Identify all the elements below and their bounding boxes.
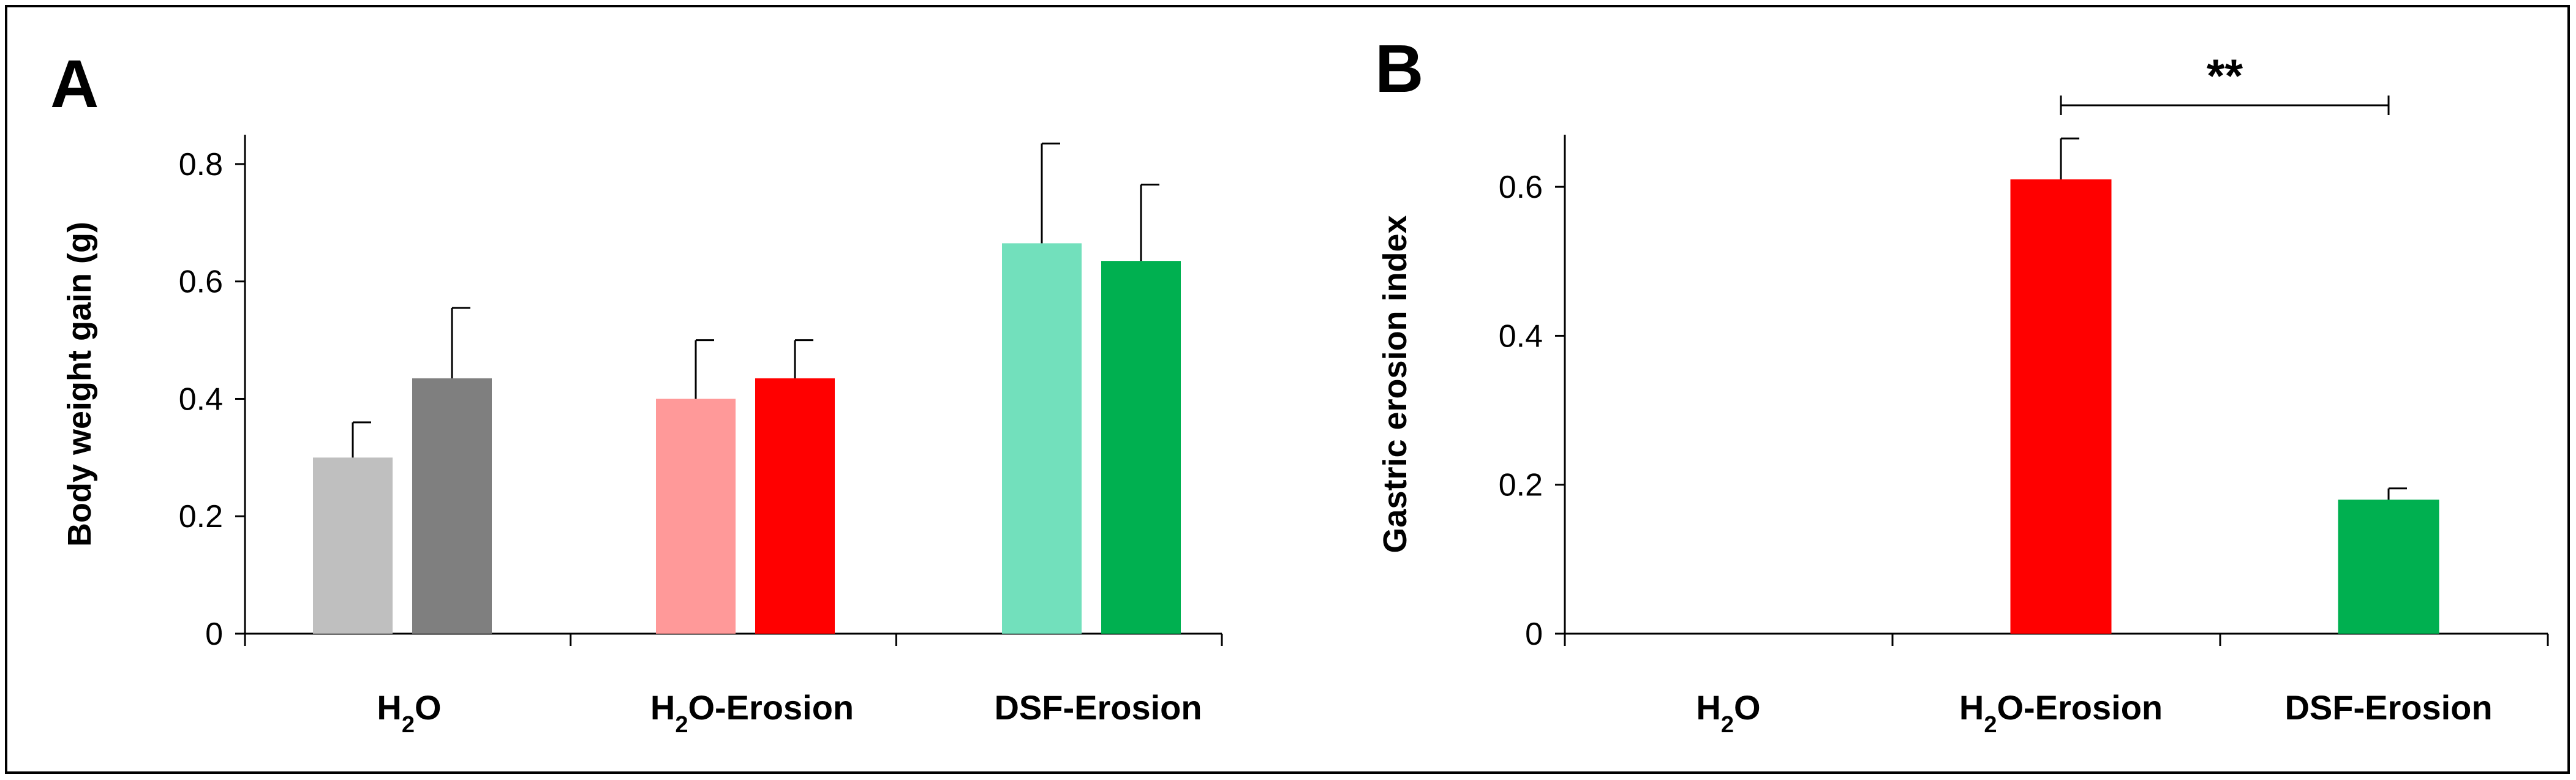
bar <box>1101 261 1181 634</box>
bar <box>2338 500 2439 634</box>
bar <box>656 399 736 634</box>
panel-letter: B <box>1375 31 1423 107</box>
category-label-subscript: 2 <box>402 712 415 738</box>
bar <box>2010 179 2112 634</box>
bar <box>755 378 835 634</box>
y-tick-label: 0.4 <box>179 381 223 417</box>
y-tick-label: 0.2 <box>179 499 223 534</box>
category-label-rest: O <box>1734 688 1761 727</box>
category-label-main: H <box>1696 688 1720 727</box>
y-axis-label: Body weight gain (g) <box>61 222 98 547</box>
category-label-rest: O-Erosion <box>1997 688 2163 727</box>
category-label-main: H <box>650 688 675 727</box>
category-label-rest: O <box>415 688 442 727</box>
category-label-main: H <box>377 688 401 727</box>
category-label: DSF-Erosion <box>994 688 1202 727</box>
category-label: H2O-Erosion <box>650 688 854 738</box>
category-label-rest: O-Erosion <box>688 688 854 727</box>
category-label: H2O-Erosion <box>1959 688 2163 738</box>
y-tick-label: 0.6 <box>1499 170 1543 205</box>
panel-letter: A <box>50 47 99 122</box>
category-label: H2O <box>377 688 441 738</box>
category-label: H2O <box>1696 688 1760 738</box>
figure-frame <box>5 5 2570 774</box>
category-label-subscript: 2 <box>1984 712 1997 738</box>
y-tick-label: 0 <box>1525 617 1543 652</box>
category-label: DSF-Erosion <box>2284 688 2492 727</box>
category-label-main: H <box>1959 688 1984 727</box>
bar <box>1002 243 1082 634</box>
y-tick-label: 0.8 <box>179 147 223 182</box>
y-tick-label: 0.6 <box>179 264 223 300</box>
significance-label: ** <box>2207 50 2243 102</box>
y-tick-label: 0.2 <box>1499 468 1543 503</box>
category-label-main: DSF-Erosion <box>994 688 1202 727</box>
y-axis-label: Gastric erosion index <box>1377 215 1414 553</box>
category-label-subscript: 2 <box>1721 712 1734 738</box>
category-label-subscript: 2 <box>675 712 688 738</box>
y-tick-label: 0.4 <box>1499 318 1543 354</box>
bar <box>412 378 492 634</box>
y-tick-label: 0 <box>205 617 223 652</box>
bar <box>313 457 393 634</box>
category-label-main: DSF-Erosion <box>2284 688 2492 727</box>
